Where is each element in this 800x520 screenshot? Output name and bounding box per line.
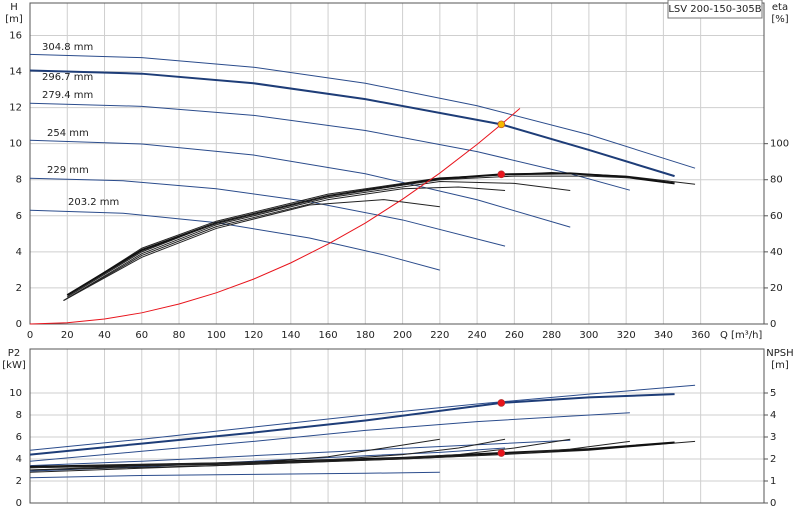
y2-tick-label: 60 [770,211,783,222]
series-line [29,177,506,247]
operating-point [497,170,506,179]
series-line [29,384,696,451]
curve-label: 254 mm [47,128,89,139]
series-line [29,438,571,473]
y2-axis-label: [m] [771,360,789,371]
y-tick-label: 2 [16,283,22,294]
x-tick-label: 240 [468,330,487,341]
y2-tick-label: 5 [770,388,776,399]
series-line [29,69,675,178]
y-tick-label: 10 [9,139,22,150]
operating-point [497,120,506,129]
y-tick-label: 4 [16,454,22,465]
y-tick-label: 8 [16,410,22,421]
x-tick-label: 100 [207,330,226,341]
y-axis-label: H [10,2,18,13]
y2-tick-label: 0 [770,319,776,330]
x-tick-label: 160 [319,330,338,341]
y2-axis-label: eta [772,2,788,13]
operating-point [497,449,506,457]
x-tick-label: 280 [542,330,561,341]
y-axis-label: P2 [8,348,20,359]
y2-tick-label: 0 [770,498,776,509]
x-tick-label: 0 [27,330,33,341]
plot-frame [29,2,765,325]
x-axis-label: Q [m³/h] [720,330,762,341]
series-line [29,209,440,271]
series-line [29,412,630,462]
x-tick-label: 180 [356,330,375,341]
x-tick-label: 60 [135,330,148,341]
x-tick-label: 120 [244,330,263,341]
y2-tick-label: 2 [770,454,776,465]
y2-tick-label: 80 [770,175,783,186]
series-line [29,139,571,228]
series-line [29,393,675,456]
x-tick-label: 40 [98,330,111,341]
series-line [29,107,521,325]
series-line [66,172,675,297]
series-line [29,438,440,469]
operating-point [497,399,506,407]
series-line [63,181,571,301]
y2-tick-label: 100 [770,139,789,150]
y2-tick-label: 4 [770,410,776,421]
y-tick-label: 16 [9,30,22,41]
curve-label: 304.8 mm [42,42,93,53]
y-tick-label: 2 [16,476,22,487]
plot-background [30,349,764,503]
y2-tick-label: 40 [770,247,783,258]
x-tick-label: 320 [617,330,636,341]
y-tick-label: 10 [9,388,22,399]
plot-background [30,3,764,324]
y-tick-label: 0 [16,498,22,509]
series-line [67,175,630,298]
y-tick-label: 0 [16,319,22,330]
series-line [29,53,696,169]
y-tick-label: 6 [16,432,22,443]
series-line [29,438,506,471]
x-tick-label: 360 [691,330,710,341]
y-tick-label: 4 [16,247,22,258]
y2-axis-label: [%] [771,14,788,25]
model-box [667,0,763,19]
x-tick-label: 200 [393,330,412,341]
y-tick-label: 14 [9,67,22,78]
y-tick-label: 8 [16,175,22,186]
y-axis-label: [m] [5,14,23,25]
x-tick-label: 340 [654,330,673,341]
x-tick-label: 260 [505,330,524,341]
x-tick-label: 140 [281,330,300,341]
curve-label: 296.7 mm [42,72,93,83]
y2-axis-label: NPSH [766,348,793,359]
x-tick-label: 220 [430,330,449,341]
y2-tick-label: 3 [770,432,776,443]
plot-frame [29,348,765,504]
model-label: LSV 200-150-305B [668,4,761,15]
y2-tick-label: 1 [770,476,776,487]
series-line [29,471,440,479]
y-axis-label: [kW] [2,360,26,371]
series-line [63,199,440,301]
curve-label: 203.2 mm [68,197,119,208]
y-tick-label: 6 [16,211,22,222]
curve-label: 229 mm [47,165,89,176]
y2-tick-label: 20 [770,283,783,294]
y-tick-label: 12 [9,103,22,114]
curve-label: 279.4 mm [42,90,93,101]
x-tick-label: 80 [173,330,186,341]
x-tick-label: 20 [61,330,74,341]
series-line [29,439,571,467]
x-tick-label: 300 [579,330,598,341]
series-line [63,186,506,301]
